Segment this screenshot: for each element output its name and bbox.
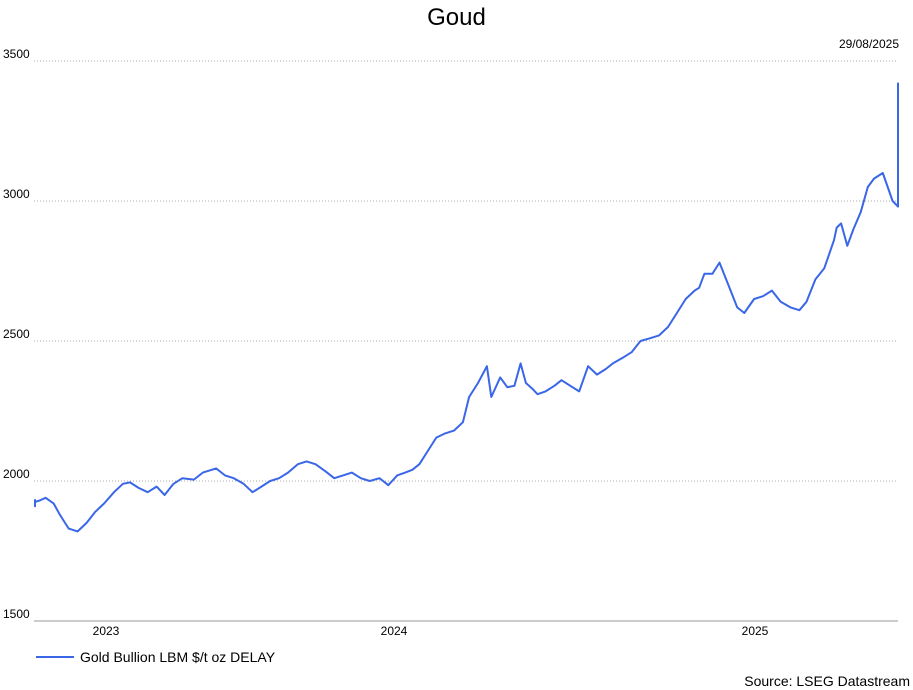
source-label: Source: LSEG Datastream — [744, 673, 910, 689]
legend: Gold Bullion LBM $/t oz DELAY — [36, 649, 275, 665]
y-tick-label: 2000 — [3, 467, 30, 481]
legend-swatch — [36, 656, 74, 658]
x-tick-label: 2024 — [381, 624, 408, 638]
series-layer — [34, 82, 899, 533]
date-label: 29/08/2025 — [838, 37, 899, 51]
x-axis-ticks: 2023 2024 2025 — [93, 624, 769, 638]
y-axis-ticks: 3500 3000 2500 2000 1500 — [3, 47, 30, 621]
y-tick-label: 3000 — [3, 187, 30, 201]
y-tick-label: 2500 — [3, 327, 30, 341]
series-line-gold — [34, 82, 899, 533]
y-tick-label: 1500 — [3, 607, 30, 621]
x-tick-label: 2023 — [93, 624, 120, 638]
legend-label: Gold Bullion LBM $/t oz DELAY — [80, 649, 276, 665]
y-tick-label: 3500 — [3, 47, 30, 61]
chart-title: Goud — [427, 4, 486, 31]
x-tick-label: 2025 — [742, 624, 769, 638]
gridlines — [34, 60, 898, 622]
